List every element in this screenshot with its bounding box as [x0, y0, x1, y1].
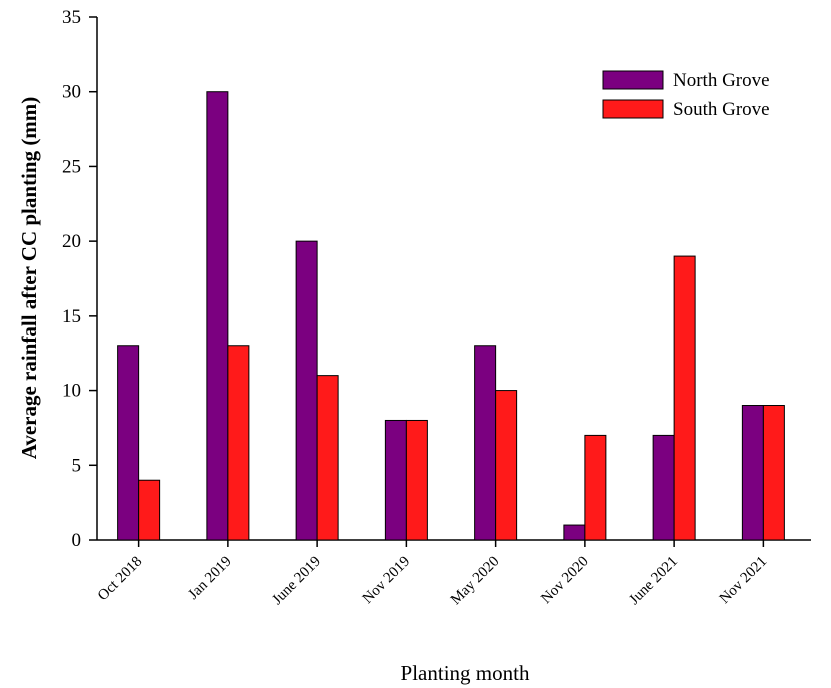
y-axis-title: Average rainfall after CC planting (mm) — [17, 97, 41, 460]
bar-north-grove — [295, 240, 318, 541]
bar-north-grove — [474, 345, 497, 541]
bar-south-grove — [316, 375, 339, 541]
y-tick-label: 25 — [62, 156, 81, 177]
y-tick-label: 15 — [62, 306, 81, 327]
x-tick-label: Nov 2019 — [360, 554, 413, 607]
bar-south-grove — [227, 345, 250, 541]
x-tick-label: Jan 2019 — [185, 554, 234, 603]
x-ticks: Oct 2018 Jan 2019 June 2019 Nov 2019 May 202… — [95, 540, 770, 608]
y-tick-label: 35 — [62, 7, 81, 28]
legend-label: North Grove — [673, 70, 770, 91]
x-tick-label: June 2021 — [626, 554, 681, 609]
y-tick-label: 5 — [72, 455, 82, 476]
bar-north-grove — [652, 434, 675, 541]
bar-south-grove — [138, 479, 161, 541]
bar-south-grove — [762, 405, 785, 541]
bar-north-grove — [117, 345, 140, 541]
bar-north-grove — [206, 91, 229, 541]
x-axis-title: Planting month — [401, 661, 530, 685]
x-tick-label: May 2020 — [448, 554, 503, 609]
y-tick-label: 30 — [62, 82, 81, 103]
legend: North Grove South Grove — [602, 70, 770, 120]
x-tick-label: Nov 2020 — [538, 554, 591, 607]
legend-swatch — [602, 99, 664, 119]
bar-north-grove — [384, 419, 407, 541]
x-tick-label: June 2019 — [269, 554, 324, 609]
bar-north-grove — [741, 405, 764, 541]
y-tick-label: 0 — [72, 530, 82, 551]
bar-south-grove — [405, 419, 428, 541]
y-ticks: 0 5 10 15 20 25 30 35 — [62, 7, 97, 551]
y-tick-label: 10 — [62, 381, 81, 402]
bar-south-grove — [584, 434, 607, 541]
x-tick-label: Nov 2021 — [717, 554, 770, 607]
legend-swatch — [602, 70, 664, 90]
bars — [117, 91, 785, 541]
bar-south-grove — [495, 390, 518, 541]
axes — [96, 17, 811, 541]
legend-label: South Grove — [673, 99, 770, 120]
bar-north-grove — [563, 524, 586, 541]
x-tick-label: Oct 2018 — [95, 554, 146, 605]
y-tick-label: 20 — [62, 231, 81, 252]
bar-south-grove — [673, 255, 696, 541]
